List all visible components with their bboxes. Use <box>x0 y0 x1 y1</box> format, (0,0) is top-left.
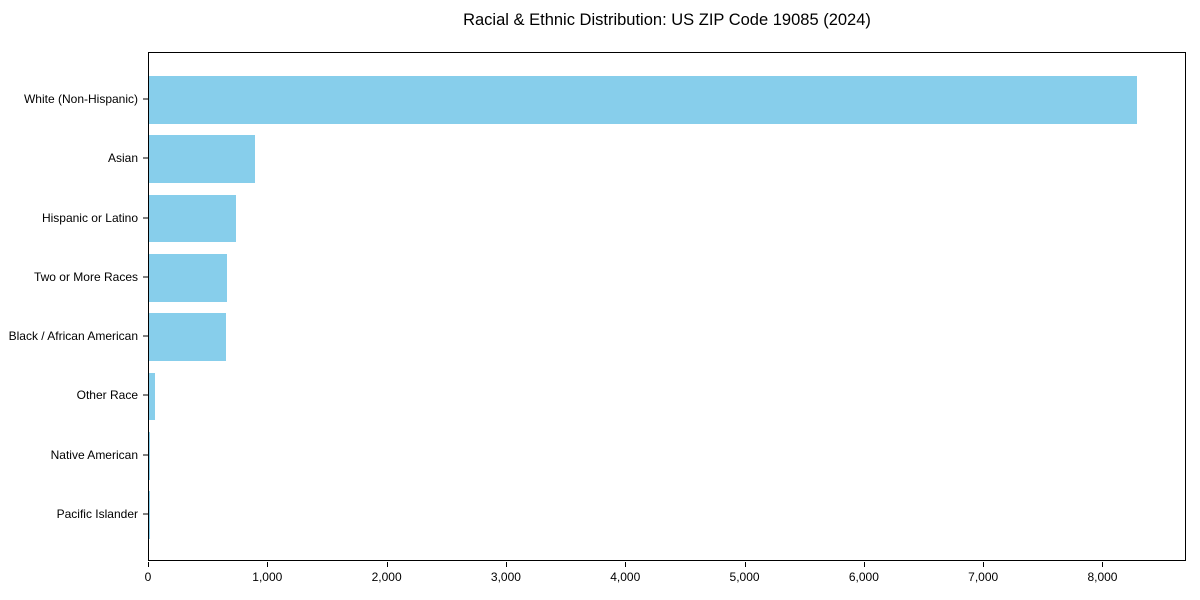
x-tick-label: 8,000 <box>1087 570 1118 584</box>
x-tick-label: 2,000 <box>371 570 402 584</box>
y-tick-label: Pacific Islander <box>56 507 138 522</box>
y-tick-label: Native American <box>50 447 138 462</box>
x-tick-label: 7,000 <box>968 570 999 584</box>
bar <box>149 254 228 302</box>
y-tick-mark <box>143 217 148 218</box>
x-tick-mark <box>863 562 865 567</box>
y-tick-mark <box>143 454 148 456</box>
x-tick-mark <box>386 562 388 567</box>
bar <box>149 135 256 183</box>
y-tick-mark <box>143 394 148 396</box>
y-tick-label: White (Non-Hispanic) <box>23 91 138 106</box>
x-tick-label: 3,000 <box>490 570 521 584</box>
x-tick-mark <box>505 562 507 567</box>
y-tick-label: Asian <box>107 151 138 166</box>
x-tick-mark <box>1102 562 1104 567</box>
bar <box>149 432 150 480</box>
x-tick-mark <box>744 562 746 567</box>
x-tick-label: 1,000 <box>252 570 283 584</box>
y-tick-label: Two or More Races <box>33 269 138 284</box>
x-tick-label: 5,000 <box>729 570 760 584</box>
x-tick-label: 6,000 <box>848 570 879 584</box>
bar <box>149 76 1137 124</box>
y-tick-mark <box>143 335 148 337</box>
x-tick-label: 4,000 <box>610 570 641 584</box>
chart-title: Racial & Ethnic Distribution: US ZIP Cod… <box>463 11 871 29</box>
x-tick-label: 0 <box>144 570 152 584</box>
x-tick-mark <box>267 562 269 567</box>
x-tick-mark <box>983 562 985 567</box>
bar <box>149 194 237 243</box>
y-tick-label: Black / African American <box>8 329 138 344</box>
y-tick-label: Other Race <box>76 388 138 403</box>
x-tick-mark <box>148 562 149 567</box>
y-tick-label: Hispanic or Latino <box>41 210 138 225</box>
y-tick-mark <box>143 513 148 515</box>
plot-area <box>148 52 1186 561</box>
x-tick-mark <box>625 562 627 567</box>
bar <box>149 313 226 361</box>
y-tick-mark <box>143 157 148 159</box>
y-tick-mark <box>143 98 148 100</box>
y-tick-mark <box>143 276 148 278</box>
bar <box>149 372 155 421</box>
